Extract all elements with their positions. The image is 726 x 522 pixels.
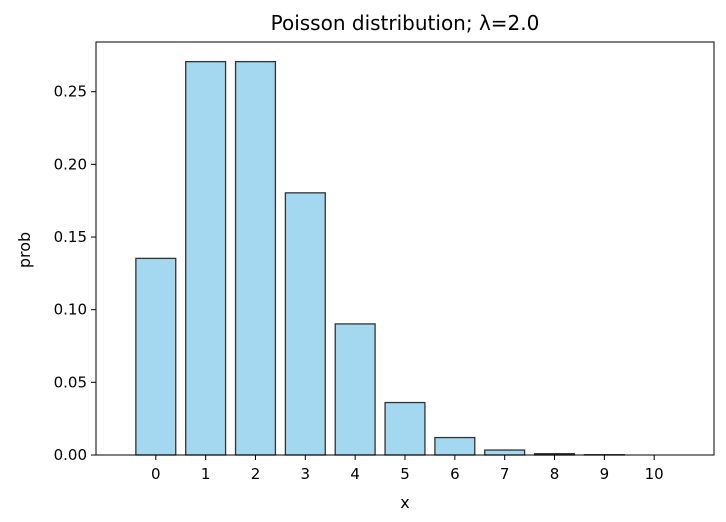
bar-4 [334,323,376,456]
y-tick-label: 0.05 [54,373,87,391]
y-tick-label: 0.20 [54,155,87,173]
y-tick-label: 0.25 [54,83,87,101]
bar-5 [384,401,426,456]
x-tick-label: 6 [450,465,460,483]
bar-7 [484,449,526,456]
x-axis: 0 1 2 3 4 5 6 7 8 9 10 [151,455,664,483]
bar-6 [434,436,476,456]
y-tick-label: 0.10 [54,301,87,319]
bar-1 [185,60,227,456]
x-tick-label: 1 [201,465,211,483]
x-tick-label: 7 [500,465,510,483]
x-tick-label: 5 [400,465,410,483]
x-tick-label: 10 [645,465,664,483]
y-tick-label: 0.00 [54,446,87,464]
x-tick-label: 4 [350,465,360,483]
x-tick-label: 9 [600,465,610,483]
y-tick-label: 0.15 [54,228,87,246]
bar-3 [284,192,326,456]
bar-2 [234,60,277,456]
x-tick-label: 3 [301,465,311,483]
x-tick-label: 8 [550,465,560,483]
y-axis-label: prob [15,232,34,268]
y-axis: 0.00 0.05 0.10 0.15 0.20 0.25 [54,83,96,464]
x-tick-label: 0 [151,465,161,483]
x-tick-label: 2 [251,465,261,483]
chart-title: Poisson distribution; λ=2.0 [271,11,540,35]
bars-group [135,60,625,456]
plot-frame [95,41,715,456]
x-axis-label: x [400,493,409,512]
bar-0 [135,257,177,456]
